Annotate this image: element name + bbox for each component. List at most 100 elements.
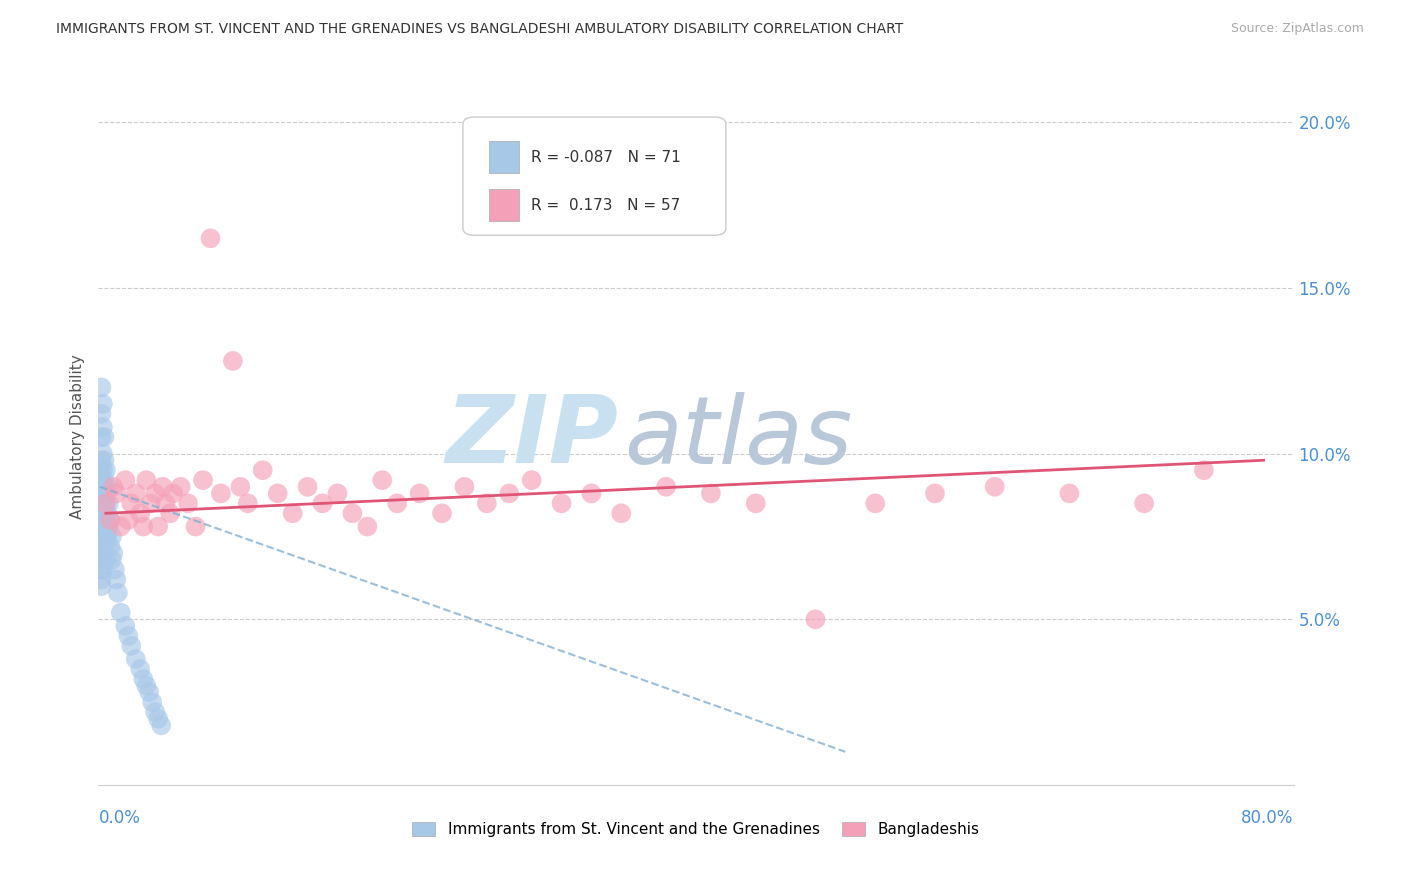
Point — [610, 506, 633, 520]
Point — [148, 519, 170, 533]
FancyBboxPatch shape — [489, 189, 519, 220]
Point — [89, 519, 111, 533]
Point — [222, 354, 245, 368]
Point — [105, 486, 128, 500]
Point — [430, 506, 453, 520]
Point — [90, 552, 112, 566]
Point — [91, 563, 114, 577]
Point — [581, 486, 603, 500]
Point — [281, 506, 304, 520]
Point — [90, 486, 112, 500]
Point — [200, 231, 222, 245]
Point — [356, 519, 378, 533]
Point — [297, 480, 319, 494]
Point — [162, 486, 184, 500]
Point — [865, 496, 887, 510]
Point — [105, 573, 128, 587]
Point — [91, 546, 114, 560]
Point — [94, 552, 117, 566]
Point — [93, 540, 115, 554]
Point — [89, 496, 111, 510]
Point — [90, 579, 112, 593]
Point — [169, 480, 191, 494]
Point — [90, 563, 112, 577]
Point — [143, 486, 166, 500]
Point — [520, 473, 543, 487]
Point — [236, 496, 259, 510]
Point — [342, 506, 364, 520]
Point — [98, 540, 122, 554]
Point — [91, 420, 114, 434]
Text: IMMIGRANTS FROM ST. VINCENT AND THE GRENADINES VS BANGLADESHI AMBULATORY DISABIL: IMMIGRANTS FROM ST. VINCENT AND THE GREN… — [56, 22, 904, 37]
Point — [984, 480, 1007, 494]
Point — [98, 513, 122, 527]
Point — [132, 519, 155, 533]
Point — [96, 529, 118, 543]
Point — [89, 506, 111, 520]
Point — [117, 629, 139, 643]
Point — [89, 529, 111, 543]
Point — [93, 496, 115, 510]
Point — [135, 473, 157, 487]
Point — [90, 430, 112, 444]
Point — [804, 612, 827, 626]
Point — [101, 529, 124, 543]
Point — [89, 486, 111, 500]
Point — [229, 480, 252, 494]
Point — [90, 453, 112, 467]
Point — [90, 473, 112, 487]
Point — [89, 473, 111, 487]
Point — [114, 473, 136, 487]
Point — [148, 712, 170, 726]
Point — [103, 546, 125, 560]
Point — [177, 496, 200, 510]
Point — [184, 519, 207, 533]
Point — [89, 546, 111, 560]
Point — [94, 506, 117, 520]
Point — [90, 380, 112, 394]
Point — [91, 447, 114, 461]
Point — [117, 513, 139, 527]
Point — [150, 718, 173, 732]
Point — [90, 506, 112, 520]
Point — [101, 552, 124, 566]
Point — [311, 496, 333, 510]
Point — [96, 480, 118, 494]
Point — [135, 679, 157, 693]
Point — [93, 473, 115, 487]
Point — [385, 496, 409, 510]
Point — [89, 480, 111, 494]
Point — [91, 496, 114, 510]
Point — [90, 529, 112, 543]
Legend: Immigrants from St. Vincent and the Grenadines, Bangladeshis: Immigrants from St. Vincent and the Gren… — [406, 816, 986, 844]
Point — [209, 486, 232, 500]
Point — [143, 705, 166, 719]
Point — [453, 480, 475, 494]
Point — [93, 453, 115, 467]
Point — [90, 519, 112, 533]
Text: 80.0%: 80.0% — [1241, 809, 1294, 827]
Point — [103, 480, 125, 494]
Point — [107, 586, 129, 600]
Point — [93, 430, 115, 444]
Point — [120, 639, 142, 653]
Point — [550, 496, 572, 510]
Point — [91, 480, 114, 494]
Point — [252, 463, 274, 477]
Point — [138, 685, 160, 699]
Point — [89, 513, 111, 527]
Point — [104, 563, 127, 577]
Point — [125, 486, 148, 500]
Point — [159, 506, 181, 520]
Point — [91, 513, 114, 527]
Point — [924, 486, 946, 500]
Point — [125, 652, 148, 666]
Point — [90, 546, 112, 560]
Point — [141, 695, 163, 709]
FancyBboxPatch shape — [489, 141, 519, 173]
Point — [110, 519, 132, 533]
Point — [745, 496, 768, 510]
Point — [191, 473, 214, 487]
Point — [90, 573, 112, 587]
Point — [91, 529, 114, 543]
